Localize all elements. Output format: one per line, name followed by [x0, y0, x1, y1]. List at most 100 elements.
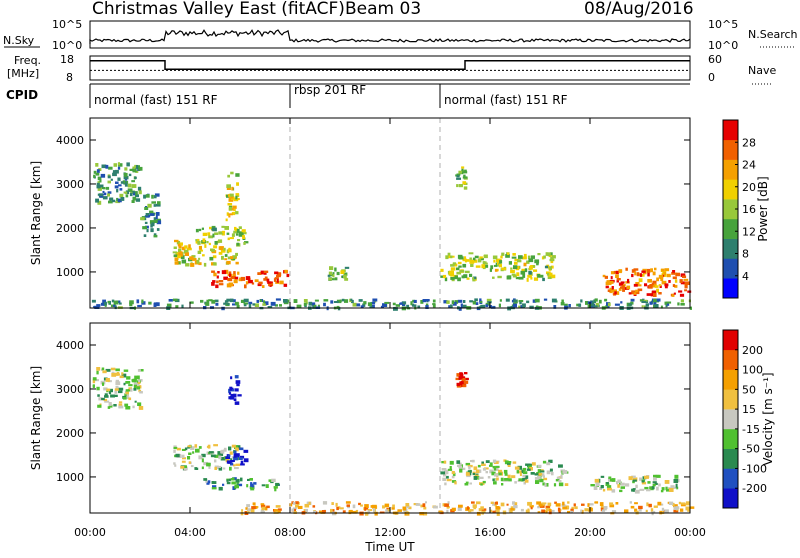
colorbar-tick-label: 50: [742, 383, 756, 396]
heatmap-cell: [116, 188, 119, 193]
heatmap-cell: [483, 254, 488, 259]
freq-tick-bottom: 8: [66, 71, 73, 84]
heatmap-cell: [675, 272, 680, 277]
heatmap-cell: [372, 298, 378, 302]
heatmap-cell: [97, 193, 103, 196]
heatmap-cell: [243, 298, 249, 302]
heatmap-cell: [499, 263, 502, 268]
heatmap-cell: [406, 304, 410, 308]
heatmap-cell: [413, 299, 417, 303]
heatmap-cell: [635, 289, 639, 293]
heatmap-cell: [598, 478, 601, 483]
heatmap-cell: [477, 464, 481, 468]
heatmap-cell: [215, 284, 219, 289]
heatmap-cell: [198, 455, 203, 460]
heatmap-cell: [456, 271, 462, 275]
heatmap-cell: [107, 175, 111, 179]
heatmap-cell: [589, 508, 593, 512]
heatmap-cell: [129, 300, 134, 305]
heatmap-cell: [137, 369, 141, 372]
heatmap-cell: [496, 512, 500, 516]
heatmap-cell: [129, 192, 133, 197]
heatmap-cell: [681, 502, 686, 505]
heatmap-cell: [247, 508, 251, 512]
heatmap-cell: [98, 184, 104, 188]
heatmap-cell: [118, 390, 123, 394]
heatmap-cell: [218, 231, 223, 235]
heatmap-cell: [494, 501, 498, 505]
heatmap-cell: [618, 481, 622, 486]
heatmap-cell: [240, 511, 244, 516]
heatmap-cell: [541, 502, 546, 507]
heatmap-cell: [151, 201, 156, 204]
heatmap-cell: [129, 168, 135, 171]
heatmap-cell: [259, 299, 262, 302]
heatmap-cell: [520, 508, 524, 512]
heatmap-cell: [600, 505, 604, 510]
heatmap-cell: [106, 388, 111, 392]
heatmap-cell: [467, 470, 472, 474]
heatmap-cell: [523, 262, 527, 267]
heatmap-cell: [184, 447, 188, 451]
heatmap-cell: [214, 466, 217, 470]
heatmap-cell: [417, 305, 421, 309]
heatmap-cell: [642, 268, 647, 272]
heatmap-cell: [469, 257, 472, 260]
heatmap-cell: [522, 274, 526, 278]
heatmap-cell: [221, 231, 225, 236]
heatmap-cell: [594, 501, 599, 504]
heatmap-cell: [292, 507, 297, 510]
heatmap-cell: [263, 270, 269, 273]
heatmap-cell: [235, 301, 239, 306]
heatmap-cell: [527, 255, 531, 259]
heatmap-cell: [224, 258, 228, 261]
heatmap-cell: [114, 185, 119, 189]
heatmap-cell: [232, 205, 237, 209]
heatmap-cell: [432, 303, 436, 308]
heatmap-cell: [644, 486, 649, 490]
heatmap-cell: [97, 200, 102, 205]
heatmap-cell: [201, 466, 204, 470]
heatmap-cell: [124, 178, 128, 181]
colorbar-segment: [723, 278, 738, 299]
heatmap-cell: [323, 299, 329, 302]
heatmap-cell: [606, 485, 612, 489]
heatmap-cell: [190, 263, 195, 267]
heatmap-cell: [498, 472, 502, 476]
heatmap-cell: [497, 275, 502, 279]
x-tick-label: 04:00: [174, 526, 206, 539]
heatmap-cell: [462, 176, 468, 179]
heatmap-cell: [118, 387, 124, 391]
heatmap-cell: [449, 466, 452, 469]
heatmap-cell: [132, 166, 136, 171]
velocity-y-axis: 1000 2000 3000 4000: [56, 339, 690, 484]
heatmap-cell: [216, 275, 219, 279]
heatmap-cell: [224, 254, 228, 257]
heatmap-cell: [359, 511, 364, 516]
heatmap-cell: [117, 198, 122, 203]
heatmap-cell: [236, 383, 240, 387]
heatmap-cell: [684, 281, 690, 285]
heatmap-cell: [305, 302, 308, 305]
heatmap-cell: [633, 292, 637, 295]
colorbar-segment: [723, 349, 738, 370]
heatmap-cell: [599, 502, 604, 506]
heatmap-cell: [234, 401, 240, 405]
heatmap-cell: [181, 304, 184, 308]
heatmap-cell: [222, 230, 225, 233]
heatmap-cell: [458, 504, 463, 508]
heatmap-cell: [137, 304, 142, 308]
heatmap-cell: [355, 509, 359, 514]
heatmap-cell: [494, 269, 498, 272]
heatmap-cell: [305, 508, 308, 512]
heatmap-cell: [497, 259, 502, 262]
heatmap-cell: [226, 212, 229, 216]
heatmap-cell: [226, 481, 231, 485]
heatmap-cell: [609, 287, 612, 291]
heatmap-cell: [646, 489, 651, 492]
heatmap-cell: [181, 448, 186, 451]
heatmap-cell: [459, 468, 463, 473]
heatmap-cell: [530, 472, 535, 475]
heatmap-cell: [616, 278, 621, 281]
heatmap-cell: [542, 482, 546, 486]
